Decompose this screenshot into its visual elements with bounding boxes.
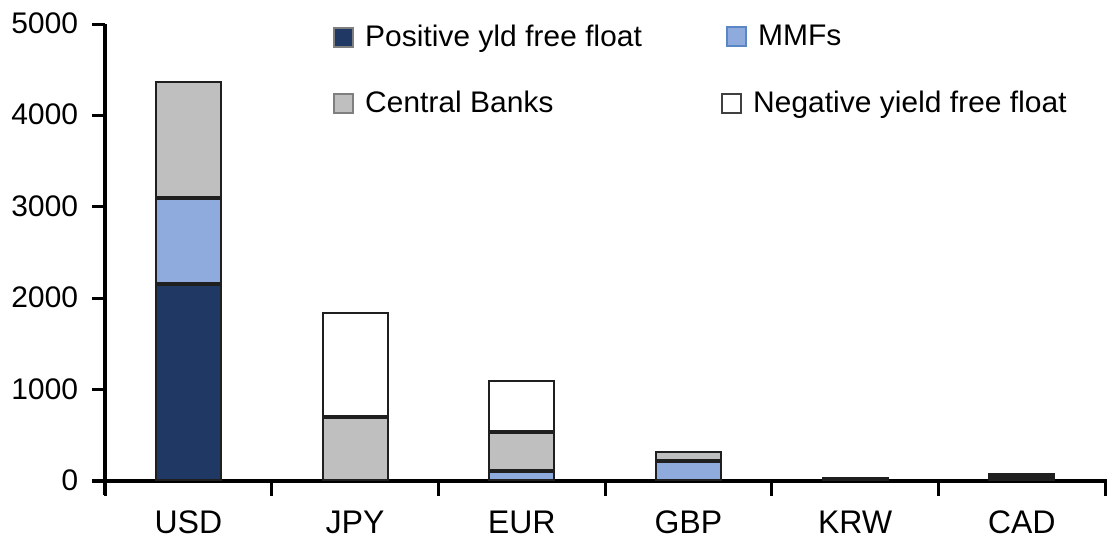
x-category-label-eur: EUR (487, 504, 556, 540)
legend-item: Negative yield free float (721, 82, 1067, 124)
legend-swatch-icon (726, 25, 747, 47)
y-tick-label: 1000 (11, 372, 78, 406)
bar-jpy (321, 311, 389, 481)
x-category-label-jpy: JPY (325, 504, 385, 540)
legend-item: Positive yld free float (333, 16, 642, 58)
y-tick (92, 22, 105, 26)
bar-usd (154, 80, 222, 481)
bar-krw (821, 476, 889, 481)
legend-swatch-icon (721, 92, 742, 114)
x-category-label-gbp: GBP (654, 504, 723, 540)
x-tick (436, 483, 440, 496)
x-tick (103, 483, 107, 496)
bar-segment-jpy (321, 417, 389, 481)
y-tick (92, 296, 105, 300)
bar-eur (488, 380, 556, 481)
x-category-label-krw: KRW (817, 504, 893, 540)
y-tick-label: 2000 (11, 281, 78, 315)
bar-cad (988, 472, 1056, 481)
y-axis-line (103, 24, 107, 495)
bar-segment-jpy (321, 311, 389, 418)
y-tick (92, 113, 105, 117)
bar-segment-krw (821, 476, 889, 481)
legend-item: MMFs (726, 15, 841, 57)
y-tick (92, 479, 105, 483)
x-tick (770, 483, 774, 496)
x-tick (603, 483, 607, 496)
legend-swatch-icon (333, 26, 354, 48)
bar-segment-usd (154, 80, 222, 198)
legend-label: MMFs (758, 19, 842, 52)
y-tick (92, 205, 105, 209)
y-tick (92, 388, 105, 392)
bar-segment-cad (988, 476, 1056, 481)
y-tick-label: 4000 (11, 98, 78, 132)
legend-swatch-icon (333, 92, 354, 114)
bar-segment-eur (488, 431, 556, 471)
x-tick (936, 483, 940, 496)
bar-segment-eur (488, 470, 556, 481)
legend-label: Positive yld free float (365, 20, 642, 53)
legend-item: Central Banks (333, 82, 553, 124)
x-axis-line (92, 479, 1107, 483)
bar-segment-usd (154, 284, 222, 481)
bar-segment-gbp (654, 460, 722, 481)
bar-segment-gbp (654, 450, 722, 461)
y-tick-label: 5000 (11, 7, 78, 40)
x-tick (1103, 483, 1107, 496)
y-tick-label: 0 (61, 464, 78, 497)
x-category-label-cad: CAD (987, 504, 1056, 540)
bar-segment-usd (154, 197, 222, 285)
bar-gbp (654, 450, 722, 481)
x-category-label-usd: USD (154, 504, 223, 540)
legend-label: Negative yield free float (753, 86, 1067, 119)
bar-segment-eur (488, 380, 556, 432)
legend-label: Central Banks (365, 86, 554, 119)
x-tick (270, 483, 274, 496)
bar-segment-cad (988, 472, 1056, 477)
y-tick-label: 3000 (11, 189, 78, 223)
